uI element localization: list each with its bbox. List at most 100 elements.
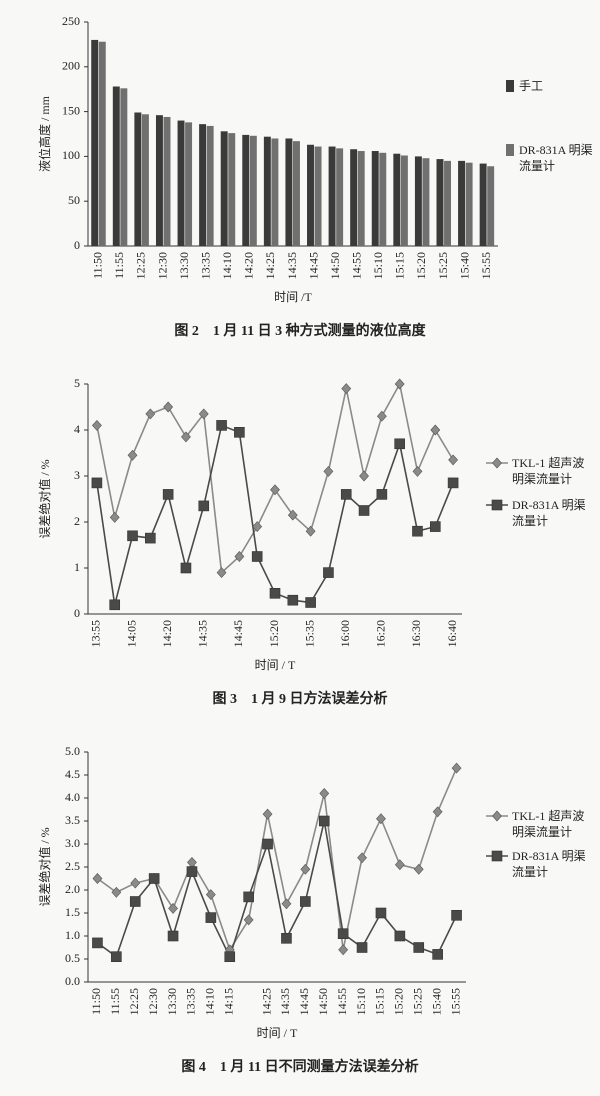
point-marker bbox=[270, 484, 280, 496]
x-tick-label: 15:40 bbox=[429, 988, 443, 1015]
legend-swatch bbox=[506, 144, 514, 156]
bar bbox=[249, 135, 257, 246]
point-marker bbox=[394, 378, 405, 390]
legend-key bbox=[486, 499, 508, 511]
point-marker bbox=[492, 810, 502, 822]
x-tick-label: 11:50 bbox=[89, 988, 103, 1015]
x-tick-label: 12:30 bbox=[146, 988, 160, 1015]
point-marker bbox=[338, 944, 349, 956]
legend-swatch bbox=[506, 80, 514, 92]
y-tick-label: 200 bbox=[62, 59, 80, 73]
y-tick-label: 150 bbox=[62, 103, 80, 117]
x-axis-label: 时间 / T bbox=[255, 658, 296, 672]
x-tick-label: 14:05 bbox=[124, 620, 138, 647]
point-marker bbox=[109, 599, 121, 611]
point-marker bbox=[111, 886, 122, 898]
x-tick-label: 13:30 bbox=[177, 252, 191, 279]
point-marker bbox=[148, 873, 160, 884]
x-tick-label: 15:10 bbox=[354, 988, 368, 1015]
bar bbox=[206, 125, 214, 246]
bar bbox=[393, 153, 401, 246]
point-marker bbox=[251, 551, 263, 562]
bar bbox=[98, 41, 106, 246]
point-marker bbox=[186, 866, 198, 877]
bar bbox=[487, 166, 495, 246]
point-marker bbox=[252, 521, 263, 533]
legend-label: DR-831A 明渠流量计 bbox=[519, 143, 593, 173]
point-marker bbox=[180, 562, 192, 574]
bar bbox=[379, 152, 387, 246]
x-tick-label: 14:45 bbox=[306, 252, 320, 279]
point-marker bbox=[375, 907, 387, 919]
point-marker bbox=[448, 454, 458, 466]
x-tick-label: 15:20 bbox=[414, 252, 428, 279]
bar bbox=[228, 133, 236, 246]
point-marker bbox=[305, 597, 316, 608]
bar bbox=[134, 112, 142, 246]
point-marker bbox=[109, 511, 120, 523]
x-tick-label: 13:35 bbox=[184, 988, 198, 1015]
point-marker bbox=[337, 928, 349, 940]
x-tick-label: 12:30 bbox=[155, 252, 169, 279]
x-tick-label: 14:20 bbox=[160, 620, 174, 647]
y-tick-label: 0 bbox=[74, 606, 80, 620]
y-tick-label: 4.0 bbox=[65, 790, 80, 804]
x-tick-label: 15:15 bbox=[393, 252, 407, 279]
y-tick-label: 50 bbox=[68, 193, 80, 207]
x-tick-label: 14:20 bbox=[242, 252, 256, 279]
point-marker bbox=[376, 410, 387, 422]
legend-label: DR-831A 明渠流量计 bbox=[512, 498, 586, 528]
x-tick-label: 14:15 bbox=[222, 988, 236, 1015]
legend-key bbox=[486, 810, 508, 822]
bar bbox=[328, 146, 336, 246]
point-marker bbox=[216, 420, 227, 431]
legend-key bbox=[506, 80, 514, 92]
point-marker bbox=[287, 509, 298, 521]
legend-label: DR-831A 明渠流量计 bbox=[512, 849, 586, 879]
point-marker bbox=[91, 477, 103, 489]
x-tick-label: 15:55 bbox=[448, 988, 462, 1015]
point-marker bbox=[269, 587, 281, 599]
legend-item: 手工 bbox=[505, 78, 600, 94]
x-tick-label: 14:45 bbox=[297, 988, 311, 1015]
point-marker bbox=[127, 449, 138, 461]
x-tick-label: 14:55 bbox=[335, 988, 349, 1015]
point-marker bbox=[243, 891, 254, 903]
figure-caption: 图 3 1 月 9 日方法误差分析 bbox=[213, 690, 388, 707]
legend-key bbox=[486, 457, 508, 469]
series-line bbox=[96, 767, 458, 952]
point-marker bbox=[429, 521, 441, 532]
point-marker bbox=[318, 815, 330, 827]
x-tick-label: 15:55 bbox=[479, 252, 493, 279]
point-marker bbox=[168, 902, 178, 914]
figure-caption: 图 2 1 月 11 日 3 种方式测量的液位高度 bbox=[174, 322, 426, 339]
point-marker bbox=[492, 457, 502, 469]
legend-item: TKL-1 超声波明渠流量计 bbox=[486, 808, 586, 840]
point-marker bbox=[224, 951, 236, 963]
legend: 手工 DR-831A 明渠流量计 bbox=[505, 78, 600, 222]
bar bbox=[177, 120, 185, 246]
y-tick-label: 2 bbox=[74, 514, 80, 528]
point-marker bbox=[413, 863, 424, 875]
x-tick-label: 14:45 bbox=[231, 620, 245, 647]
y-tick-label: 1 bbox=[74, 560, 80, 574]
legend-key bbox=[486, 850, 508, 862]
point-marker bbox=[412, 465, 423, 477]
bar bbox=[400, 155, 408, 246]
point-marker bbox=[145, 532, 156, 544]
bar bbox=[242, 134, 250, 246]
bar bbox=[357, 151, 365, 246]
bar bbox=[458, 160, 466, 246]
x-tick-label: 15:40 bbox=[457, 252, 471, 279]
legend-label: TKL-1 超声波明渠流量计 bbox=[512, 456, 585, 486]
point-marker bbox=[167, 930, 179, 942]
point-marker bbox=[130, 877, 141, 889]
legend-label: TKL-1 超声波明渠流量计 bbox=[512, 809, 585, 839]
point-marker bbox=[491, 850, 503, 862]
y-tick-label: 4.5 bbox=[65, 767, 80, 781]
point-marker bbox=[432, 949, 443, 960]
point-marker bbox=[341, 383, 352, 395]
x-tick-label: 14:55 bbox=[349, 252, 363, 279]
point-marker bbox=[92, 937, 103, 949]
